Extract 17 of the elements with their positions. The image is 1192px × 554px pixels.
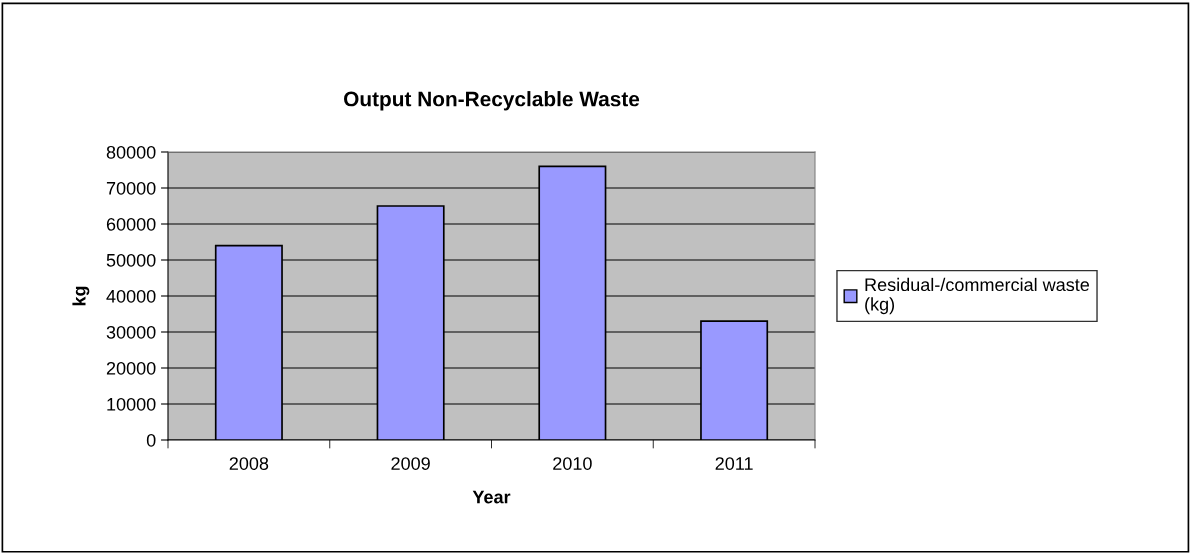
y-tick-label: 30000 bbox=[106, 325, 156, 339]
y-axis-title: kg bbox=[72, 286, 90, 306]
legend-label: Residual-/commercial waste (kg) bbox=[865, 277, 1090, 315]
chart-title: Output Non-Recyclable Waste bbox=[344, 91, 640, 111]
y-tick-label: 60000 bbox=[106, 217, 156, 231]
x-tick-label: 2010 bbox=[553, 457, 592, 470]
x-axis-title: Year bbox=[472, 490, 511, 504]
y-tick-label: 40000 bbox=[106, 289, 156, 303]
y-tick-label: 10000 bbox=[107, 397, 156, 411]
y-tick-label: 0 bbox=[146, 433, 156, 447]
y-tick-label: 20000 bbox=[106, 361, 156, 375]
y-tick-label: 50000 bbox=[106, 253, 156, 267]
x-tick-label: 2011 bbox=[715, 457, 753, 470]
y-tick-label: 80000 bbox=[106, 145, 156, 159]
x-tick-label: 2008 bbox=[229, 457, 269, 470]
x-tick-label: 2009 bbox=[391, 457, 430, 470]
y-tick-label: 70000 bbox=[106, 181, 156, 195]
